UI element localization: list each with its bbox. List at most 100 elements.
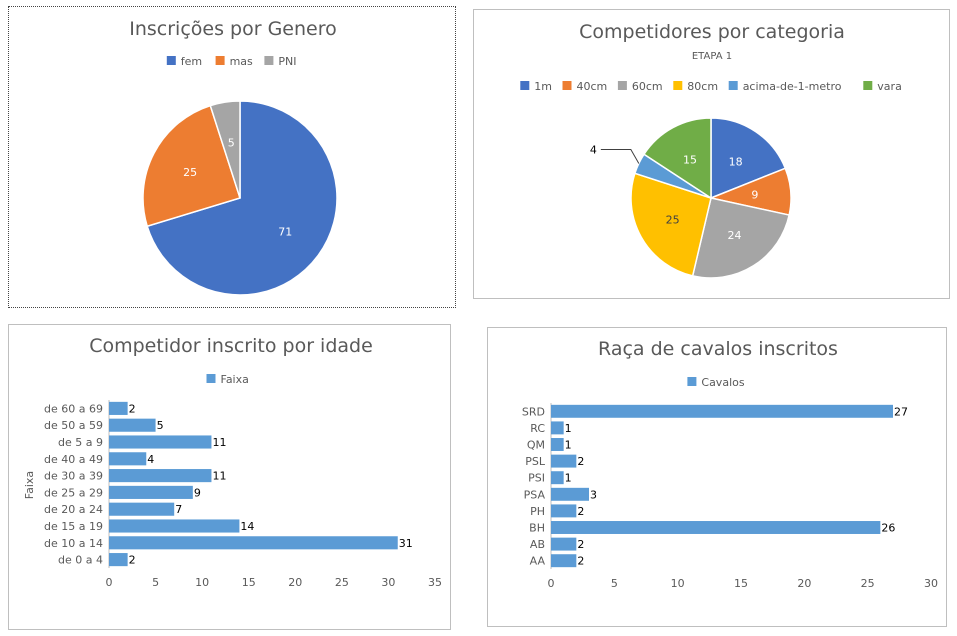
bar-ph [551, 504, 577, 518]
data-labels: 71 25 5 [183, 136, 292, 238]
y-tick-label-bh: BH [529, 522, 545, 535]
raca-bar-chart: Raça de cavalos inscritos Cavalos 0 5 10 15… [522, 338, 938, 590]
legend-swatch-vara [863, 81, 873, 90]
data-label-1m: 18 [729, 156, 743, 169]
bars [551, 404, 893, 568]
legend-swatch-40cm [562, 81, 572, 90]
legend-label-fem: fem [181, 55, 202, 68]
x-tick-label-10: 10 [671, 577, 685, 590]
chart-legend: Faixa [206, 373, 249, 386]
legend-label-vara: vara [877, 80, 902, 93]
data-label-80cm: 25 [666, 214, 680, 227]
data-label-psa: 3 [590, 488, 597, 501]
pie-slice-mas [142, 104, 241, 228]
legend-label-80cm: 80cm [687, 80, 718, 93]
legend-label-pni: PNI [278, 55, 296, 68]
bar-de-0-a-4 [109, 553, 128, 567]
y-tick-label-srd: SRD [522, 405, 545, 418]
chart-panel-genero[interactable]: Inscrições por Genero fem mas PNI 71 25 5 [8, 6, 456, 308]
data-label-vara: 15 [683, 153, 697, 166]
data-label-de-10-a-14: 31 [399, 537, 413, 550]
chart-title: Competidores por categoria [579, 21, 845, 43]
chart-legend: Cavalos [687, 376, 745, 389]
pie-slice-1m [710, 117, 787, 200]
x-tick-label-5: 5 [152, 576, 159, 589]
x-tick-label-20: 20 [288, 576, 302, 589]
data-label-ph: 2 [577, 505, 584, 518]
chart-legend: fem mas PNI [166, 55, 297, 68]
data-labels: 2 31 14 79 11 4 11 5 2 [129, 402, 413, 566]
bar-de-10-a-14 [109, 536, 398, 550]
x-tick-label-30: 30 [924, 577, 938, 590]
chart-panel-idade[interactable]: Competidor inscrito por idade Faixa Faix… [8, 324, 451, 630]
tick-labels: 0 5 10 15 20 25 30 AA AB BH PH PSA PSI PSL QM RC SRD [522, 405, 938, 590]
data-label-fem: 71 [278, 225, 292, 238]
bar-de-40-a-49 [109, 452, 147, 466]
data-label-de-5-a-9: 11 [212, 436, 226, 449]
x-tick-label-5: 5 [611, 577, 618, 590]
bar-psl [551, 454, 577, 468]
chart-title: Inscrições por Genero [129, 18, 336, 40]
data-label-de-0-a-4: 2 [129, 554, 136, 567]
y-tick-label-qm: QM [527, 439, 545, 452]
x-tick-label-35: 35 [428, 576, 442, 589]
bar-de-20-a-24 [109, 502, 175, 516]
chart-title: Competidor inscrito por idade [89, 335, 373, 357]
data-label-60cm: 24 [727, 229, 741, 242]
y-tick-label-psi: PSI [528, 472, 545, 485]
x-tick-label-15: 15 [242, 576, 256, 589]
x-tick-label-20: 20 [797, 577, 811, 590]
y-tick-label-psa: PSA [524, 488, 546, 501]
bar-de-5-a-9 [109, 435, 212, 449]
leader-line-acima-de-1-metro [600, 148, 640, 164]
data-label-de-30-a-39: 11 [212, 470, 226, 483]
pie-slice-vara [642, 117, 712, 200]
bars [109, 401, 398, 567]
legend-swatch-mas [215, 56, 225, 65]
legend-label-faixa: Faixa [221, 373, 249, 386]
y-tick-label-ph: PH [530, 505, 545, 518]
bar-ab [551, 537, 577, 551]
chart-panel-categoria[interactable]: Competidores por categoria ETAPA 1 1m 40c… [473, 9, 950, 299]
y-tick-label-de-50-a-59: de 50 a 59 [44, 419, 103, 432]
legend-swatch-1m [520, 81, 530, 90]
pie-slices [142, 100, 338, 296]
y-tick-label-de-25-a-29: de 25 a 29 [44, 486, 103, 499]
legend-swatch-60cm [617, 81, 627, 90]
data-label-de-60-a-69: 2 [129, 402, 136, 415]
x-tick-label-10: 10 [195, 576, 209, 589]
y-tick-label-rc: RC [530, 422, 545, 435]
data-label-de-50-a-59: 5 [157, 419, 164, 432]
data-label-acima-de-1-metro: 4 [590, 143, 597, 156]
bar-aa [551, 554, 577, 568]
idade-bar-chart: Competidor inscrito por idade Faixa Faix… [23, 335, 442, 589]
data-label-de-40-a-49: 4 [147, 453, 154, 466]
y-tick-label-aa: AA [530, 555, 546, 568]
legend-swatch-pni [264, 56, 274, 65]
y-tick-label-de-5-a-9: de 5 a 9 [58, 436, 103, 449]
bar-de-30-a-39 [109, 469, 212, 483]
data-label-srd: 27 [894, 405, 908, 418]
data-label-de-15-a-19: 14 [240, 520, 254, 533]
y-tick-label-psl: PSL [525, 455, 546, 468]
legend-swatch-fem [166, 56, 176, 65]
legend-swatch-cavalos [687, 377, 697, 386]
y-tick-label-de-10-a-14: de 10 a 14 [44, 537, 103, 550]
legend-label-acima-de-1-metro: acima-de-1-metro [743, 80, 842, 93]
y-tick-label-de-15-a-19: de 15 a 19 [44, 520, 103, 533]
data-label-aa: 2 [577, 555, 584, 568]
data-label-psi: 1 [565, 472, 572, 485]
bar-de-60-a-69 [109, 401, 128, 415]
legend-label-mas: mas [230, 55, 253, 68]
x-tick-label-15: 15 [734, 577, 748, 590]
y-tick-label-de-30-a-39: de 30 a 39 [44, 470, 103, 483]
chart-panel-raca[interactable]: Raça de cavalos inscritos Cavalos 0 5 10 15… [487, 327, 947, 627]
y-axis-label: Faixa [23, 471, 36, 499]
data-label-qm: 1 [565, 439, 572, 452]
pie-slices [630, 117, 792, 279]
y-tick-label-de-40-a-49: de 40 a 49 [44, 453, 103, 466]
bar-bh [551, 521, 881, 534]
bar-srd [551, 404, 893, 418]
